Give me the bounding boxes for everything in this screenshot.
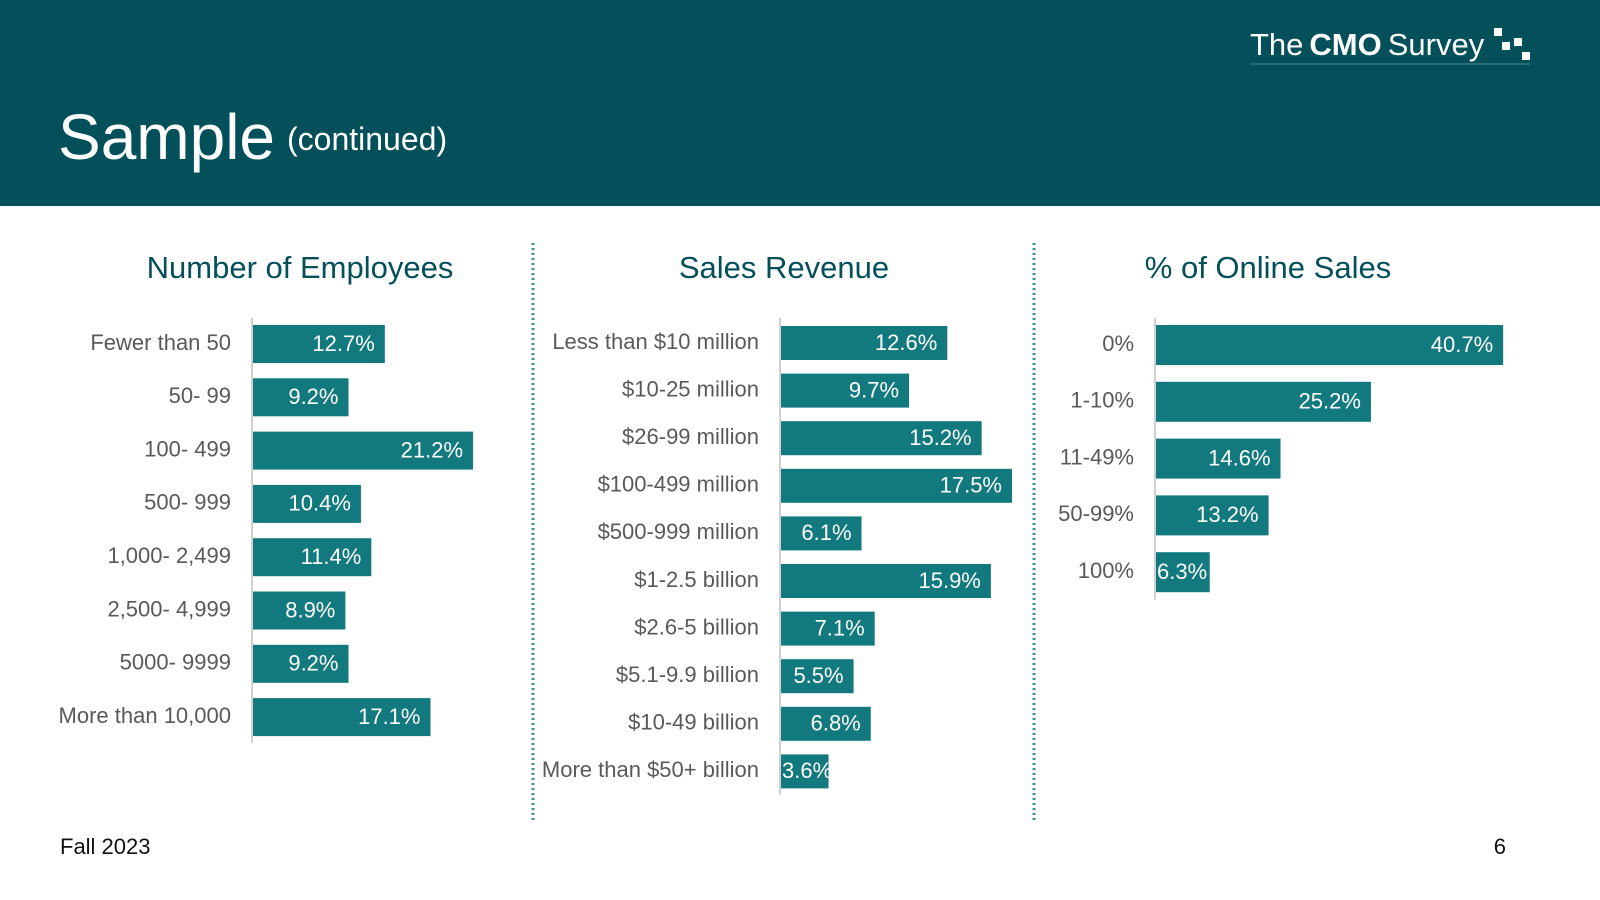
value-label: 13.2% xyxy=(1196,502,1258,527)
logo-the: The xyxy=(1250,27,1303,62)
value-label: 21.2% xyxy=(401,437,463,462)
bar xyxy=(253,698,431,737)
category-label: 2,500- 4,999 xyxy=(107,596,231,621)
value-label: 9.7% xyxy=(849,377,899,402)
value-label: 15.2% xyxy=(909,425,971,450)
bar xyxy=(1156,381,1371,422)
value-label: 14.6% xyxy=(1208,445,1270,470)
category-label: 5000- 9999 xyxy=(120,650,231,675)
bar xyxy=(781,706,871,741)
logo-cmo: CMO xyxy=(1309,27,1381,62)
category-label: $5.1-9.9 billion xyxy=(616,662,759,687)
category-label: 1-10% xyxy=(1070,388,1134,413)
logo: The CMO Survey xyxy=(1250,27,1485,62)
value-label: 11.4% xyxy=(301,544,362,569)
bar xyxy=(781,754,829,789)
title-main: Sample xyxy=(58,101,275,173)
bar xyxy=(781,611,875,646)
value-label: 3.6% xyxy=(782,758,832,783)
value-label: 10.4% xyxy=(289,491,351,516)
value-label: 25.2% xyxy=(1299,389,1361,414)
category-label: 100% xyxy=(1078,558,1134,583)
bar xyxy=(1156,438,1281,479)
header-band xyxy=(0,0,1600,206)
value-label: 5.5% xyxy=(793,663,843,688)
slide-title: Sample (continued) xyxy=(58,101,447,173)
value-label: 15.9% xyxy=(918,568,980,593)
bar xyxy=(253,644,349,683)
title-sub: (continued) xyxy=(287,121,447,157)
value-label: 9.2% xyxy=(288,384,338,409)
bar xyxy=(781,326,948,360)
bar xyxy=(253,484,361,523)
category-label: 50-99% xyxy=(1058,501,1134,526)
category-label: $10-25 million xyxy=(622,376,759,401)
chart-title: % of Online Sales xyxy=(1145,250,1391,285)
category-label: $1-2.5 billion xyxy=(634,567,759,592)
value-label: 40.7% xyxy=(1431,332,1493,357)
bar xyxy=(1156,325,1504,365)
category-label: More than $50+ billion xyxy=(542,757,759,782)
category-label: Less than $10 million xyxy=(552,329,759,354)
footer-date: Fall 2023 xyxy=(60,834,151,859)
category-label: $26-99 million xyxy=(622,424,759,449)
bar xyxy=(253,591,346,630)
bar xyxy=(781,659,854,694)
bar xyxy=(253,431,474,470)
value-label: 6.3% xyxy=(1157,559,1207,584)
chart-title: Number of Employees xyxy=(147,250,454,285)
category-label: More than 10,000 xyxy=(59,703,231,728)
value-label: 12.6% xyxy=(875,330,937,355)
category-label: $10-49 billion xyxy=(628,710,759,735)
logo-squares xyxy=(1494,28,1530,60)
value-label: 6.1% xyxy=(801,520,851,545)
bar xyxy=(1156,552,1210,593)
category-label: 0% xyxy=(1102,331,1134,356)
value-label: 8.9% xyxy=(285,597,335,622)
value-label: 9.2% xyxy=(288,651,338,676)
bar xyxy=(781,516,862,551)
category-label: 11-49% xyxy=(1060,444,1134,469)
value-label: 12.7% xyxy=(312,331,374,356)
category-label: 1,000- 2,499 xyxy=(107,543,231,568)
bar xyxy=(781,468,1012,503)
logo-survey: Survey xyxy=(1388,27,1485,62)
value-label: 7.1% xyxy=(815,615,865,640)
category-label: $100-499 million xyxy=(598,472,759,497)
bar xyxy=(253,378,349,417)
value-label: 17.1% xyxy=(358,704,420,729)
category-label: 500- 999 xyxy=(144,490,231,515)
page-number: 6 xyxy=(1494,834,1506,859)
bar xyxy=(1156,495,1269,536)
bar xyxy=(253,538,372,577)
category-label: Fewer than 50 xyxy=(90,330,231,355)
bar xyxy=(781,421,982,456)
value-label: 6.8% xyxy=(811,711,861,736)
category-label: 100- 499 xyxy=(144,436,231,461)
bar xyxy=(781,564,991,598)
bar xyxy=(253,325,385,363)
value-label: 17.5% xyxy=(940,473,1002,498)
chart-title: Sales Revenue xyxy=(679,250,889,285)
category-label: 50- 99 xyxy=(169,383,231,408)
category-label: $500-999 million xyxy=(598,519,759,544)
bar xyxy=(781,373,910,408)
category-label: $2.6-5 billion xyxy=(634,614,759,639)
